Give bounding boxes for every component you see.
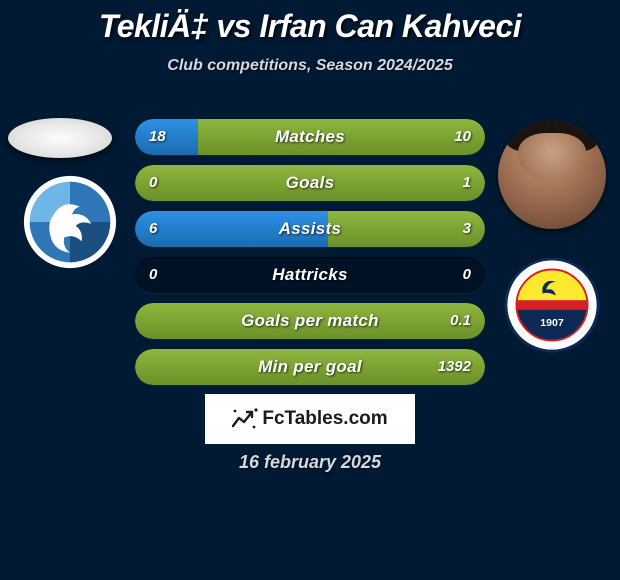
stat-row: Min per goal1392	[135, 349, 485, 385]
stat-value-right: 0	[463, 257, 471, 293]
page-title: TekliÄ‡ vs Irfan Can Kahveci	[0, 0, 620, 45]
stat-value-right: 10	[454, 119, 471, 155]
stat-label: Goals	[135, 165, 485, 201]
player-right-club-badge: 1907	[504, 257, 600, 353]
branding-label: FcTables.com	[262, 408, 387, 430]
stat-row: 0Hattricks0	[135, 257, 485, 293]
stat-row: 0Goals1	[135, 165, 485, 201]
stat-value-right: 1392	[438, 349, 471, 385]
stat-value-right: 1	[463, 165, 471, 201]
stat-value-right: 3	[463, 211, 471, 247]
stat-row: 6Assists3	[135, 211, 485, 247]
stat-label: Matches	[135, 119, 485, 155]
player-right-photo	[498, 121, 606, 229]
svg-text:1907: 1907	[540, 317, 564, 329]
season-subtitle: Club competitions, Season 2024/2025	[0, 57, 620, 75]
stat-row: 18Matches10	[135, 119, 485, 155]
stat-label: Min per goal	[135, 349, 485, 385]
branding-link[interactable]: FcTables.com	[205, 394, 415, 444]
snapshot-date: 16 february 2025	[0, 452, 620, 473]
player-left-photo	[8, 118, 112, 158]
stat-value-right: 0.1	[450, 303, 471, 339]
stat-row: Goals per match0.1	[135, 303, 485, 339]
stat-label: Hattricks	[135, 257, 485, 293]
stat-label: Goals per match	[135, 303, 485, 339]
player-left-club-badge	[22, 174, 118, 270]
stats-container: 18Matches100Goals16Assists30Hattricks0Go…	[135, 119, 485, 395]
fctables-icon	[232, 408, 258, 430]
stat-label: Assists	[135, 211, 485, 247]
